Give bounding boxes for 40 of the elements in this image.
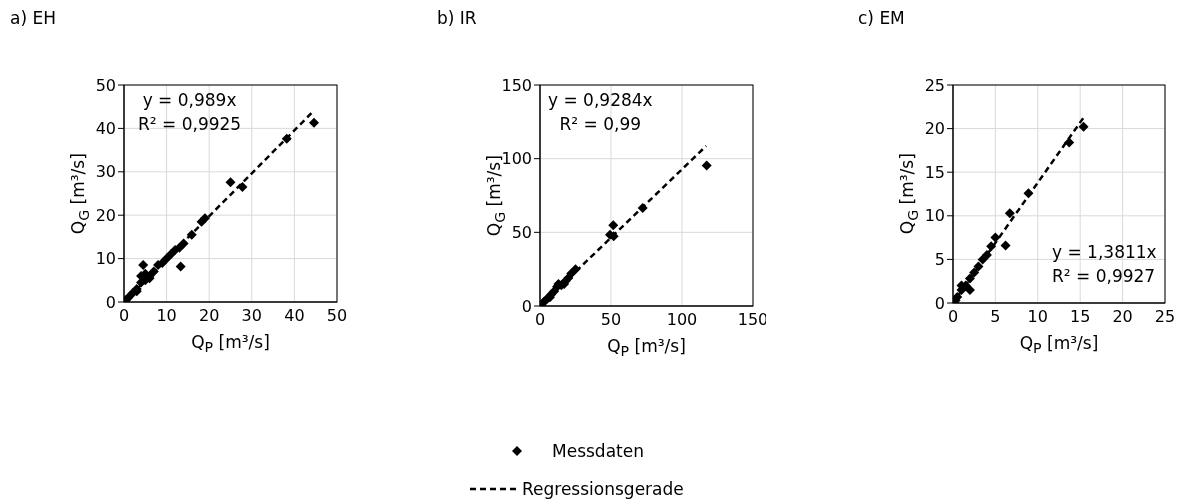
annotation: y = 0,9284x R² = 0,99	[548, 89, 653, 136]
y-tick-label: 5	[934, 250, 945, 270]
x-tick-label: 20	[1112, 307, 1133, 327]
x-axis-title: Q$_{P}$ [m³/s]	[1018, 333, 1100, 357]
x-tick-label: 50	[326, 306, 348, 326]
x-tick-label: 5	[990, 307, 1001, 327]
y-tick-label: 50	[511, 223, 532, 243]
y-tick-label: 25	[924, 75, 945, 95]
y-tick-label: 10	[95, 249, 116, 269]
y-tick-label: 15	[924, 162, 945, 182]
y-tick-label: 50	[95, 75, 116, 95]
legend-label: Regressionsgerade	[522, 479, 684, 499]
y-tick-label: 30	[95, 162, 116, 182]
x-tick-label: 30	[241, 306, 262, 326]
x-tick-label: 0	[947, 307, 959, 327]
x-tick-label: 10	[1027, 307, 1048, 327]
y-tick-label: 20	[95, 205, 116, 225]
y-tick-label: 20	[924, 119, 945, 139]
x-tick-label: 100	[666, 310, 698, 330]
y-tick-label: 40	[95, 119, 116, 139]
chart-title: b) IR	[437, 8, 477, 28]
x-axis-title: Q$_{P}$ [m³/s]	[606, 336, 687, 360]
y-tick-label: 10	[924, 206, 945, 226]
x-tick-label: 0	[534, 310, 546, 330]
annotation: y = 1,3811x R² = 0,9927	[1052, 241, 1157, 288]
y-tick-label: 0	[105, 292, 116, 312]
x-tick-label: 10	[156, 306, 177, 326]
x-tick-label: 40	[284, 306, 305, 326]
x-tick-label: 0	[118, 306, 130, 326]
x-axis-title: Q$_{P}$ [m³/s]	[190, 332, 271, 356]
chart-title: a) EH	[10, 8, 56, 28]
x-tick-label: 15	[1070, 307, 1091, 327]
annotation: y = 0,989x R² = 0,9925	[138, 89, 242, 136]
x-tick-label: 50	[600, 310, 622, 330]
x-tick-label: 25	[1154, 307, 1176, 327]
legend-label: Messdaten	[552, 441, 644, 461]
x-tick-label: 20	[199, 306, 220, 326]
y-tick-label: 0	[934, 293, 945, 313]
y-tick-label: 150	[501, 75, 532, 95]
chart-title: c) EM	[858, 8, 905, 28]
